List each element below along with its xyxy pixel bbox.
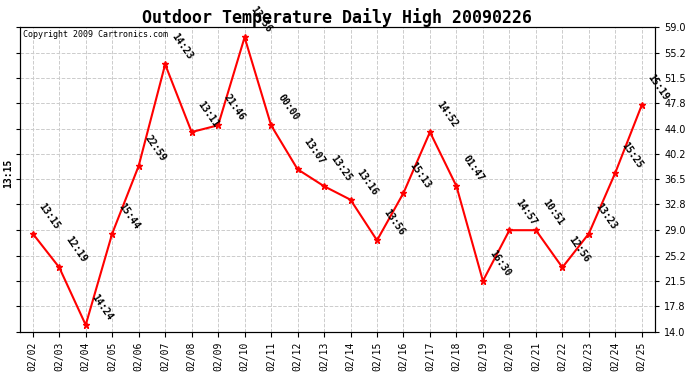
Text: 12:19: 12:19	[63, 235, 88, 265]
Text: 13:15: 13:15	[37, 201, 62, 231]
Text: 13:11: 13:11	[196, 99, 221, 129]
Text: 13:23: 13:23	[593, 201, 618, 231]
Text: 13:15: 13:15	[3, 159, 13, 188]
Text: 12:56: 12:56	[566, 235, 591, 265]
Text: 13:25: 13:25	[328, 154, 353, 183]
Text: 14:52: 14:52	[434, 99, 459, 129]
Text: 15:13: 15:13	[408, 160, 433, 190]
Text: 10:51: 10:51	[540, 198, 565, 227]
Text: 21:46: 21:46	[222, 93, 247, 123]
Text: 22:59: 22:59	[143, 133, 168, 163]
Text: 01:47: 01:47	[461, 154, 486, 183]
Text: 15:44: 15:44	[117, 201, 141, 231]
Text: 14:24: 14:24	[90, 292, 115, 322]
Text: 14:23: 14:23	[169, 32, 195, 62]
Text: 16:30: 16:30	[487, 248, 512, 278]
Text: Copyright 2009 Cartronics.com: Copyright 2009 Cartronics.com	[23, 30, 168, 39]
Text: 13:07: 13:07	[302, 137, 327, 166]
Text: 00:00: 00:00	[275, 93, 300, 123]
Text: 15:19: 15:19	[646, 72, 671, 102]
Text: 15:25: 15:25	[620, 140, 644, 170]
Text: 13:36: 13:36	[249, 5, 274, 34]
Text: 13:16: 13:16	[355, 167, 380, 197]
Title: Outdoor Temperature Daily High 20090226: Outdoor Temperature Daily High 20090226	[142, 8, 532, 27]
Text: 13:56: 13:56	[381, 208, 406, 238]
Text: 14:57: 14:57	[513, 198, 539, 227]
